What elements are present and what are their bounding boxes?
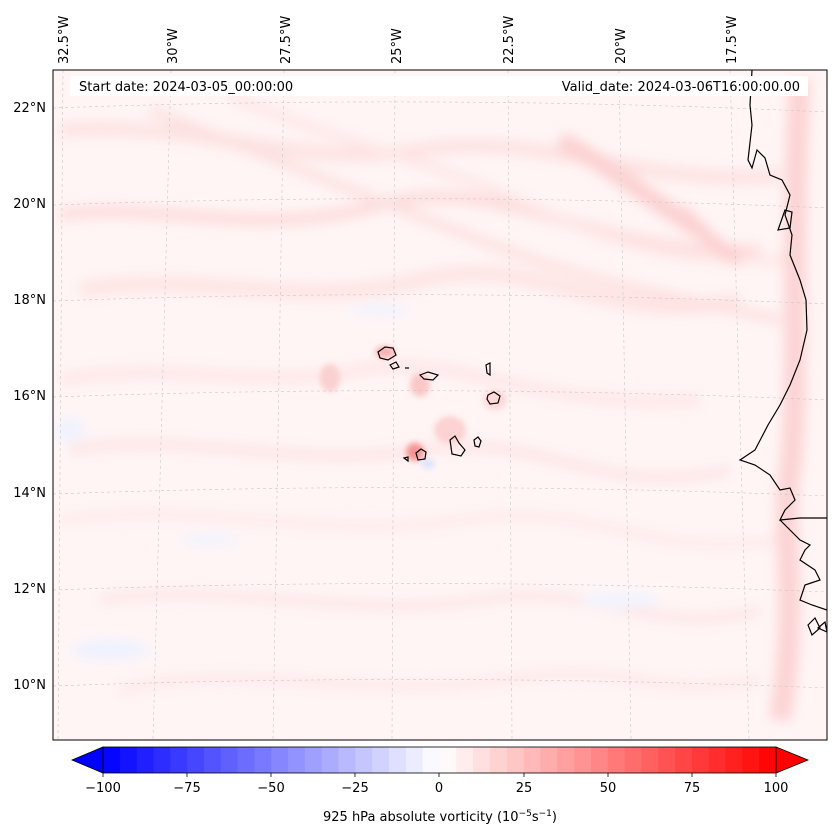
cb-tick-label: −50 bbox=[257, 781, 284, 796]
colorbar-cell bbox=[506, 747, 525, 773]
colorbar-cell bbox=[691, 747, 710, 773]
lat-label: 14°N bbox=[13, 486, 46, 501]
lat-label: 16°N bbox=[13, 389, 46, 404]
lon-label: 20°W bbox=[614, 28, 629, 64]
colorbar-cell bbox=[540, 747, 558, 773]
coastlines bbox=[738, 70, 827, 637]
map-frame bbox=[52, 69, 828, 741]
island-vorticity bbox=[320, 346, 507, 469]
valid-date: Valid_date: 2024-03-06T16:00:00.00 bbox=[562, 80, 800, 95]
cb-tick-label: 50 bbox=[600, 781, 617, 796]
cb-label-main: 925 hPa absolute vorticity (10 bbox=[323, 810, 519, 825]
colorbar-cell bbox=[389, 747, 407, 773]
cb-tick-label: 25 bbox=[516, 781, 533, 796]
colorbar-min-extend bbox=[70, 746, 104, 774]
colorbar-cell bbox=[574, 747, 592, 773]
latitude-labels: 22°N 20°N 18°N 16°N 14°N 12°N 10°N bbox=[13, 101, 46, 693]
lon-label: 25°W bbox=[390, 28, 405, 64]
colorbar-cell bbox=[590, 747, 609, 773]
lat-label: 22°N bbox=[13, 101, 46, 116]
longitude-labels: 32.5°W 30°W 27.5°W 25°W 22.5°W 20°W 17.5… bbox=[57, 16, 740, 64]
colorbar-cell bbox=[675, 747, 693, 773]
colorbar-cell bbox=[725, 747, 743, 773]
cb-tick-label: 0 bbox=[435, 781, 443, 796]
lat-label: 20°N bbox=[13, 197, 46, 212]
date-box bbox=[70, 76, 808, 96]
colorbar-cell bbox=[170, 747, 188, 773]
cb-tick-label: −75 bbox=[173, 781, 200, 796]
colorbar-cell bbox=[489, 747, 508, 773]
colorbar-cell bbox=[119, 747, 138, 773]
colorbar-cell bbox=[624, 747, 642, 773]
colorbar-cell bbox=[304, 747, 323, 773]
colorbar-ticks bbox=[102, 773, 777, 777]
colorbar-cell bbox=[103, 747, 121, 773]
colorbar-cell bbox=[456, 747, 474, 773]
colorbar-cell bbox=[355, 747, 373, 773]
cb-label-mid: s bbox=[532, 810, 539, 825]
colorbar-cell bbox=[372, 747, 390, 773]
lat-label: 10°N bbox=[13, 678, 46, 693]
colorbar-cell bbox=[759, 747, 777, 773]
start-date: Start date: 2024-03-05_00:00:00 bbox=[79, 80, 293, 95]
colorbar-cell bbox=[708, 747, 727, 773]
colorbar: −100 −75 −50 −25 0 25 50 75 100 925 hPa … bbox=[70, 746, 810, 825]
lat-label: 18°N bbox=[13, 293, 46, 308]
colorbar-label: 925 hPa absolute vorticity (10−5s−1) bbox=[323, 809, 557, 825]
colorbar-cell bbox=[321, 747, 340, 773]
cb-label-exp1: −5 bbox=[519, 809, 532, 819]
colorbar-cell bbox=[405, 747, 424, 773]
lon-label: 17.5°W bbox=[725, 16, 740, 64]
colorbar-cell bbox=[523, 747, 542, 773]
african-coastline bbox=[738, 70, 827, 521]
colorbar-cells bbox=[103, 747, 777, 773]
colorbar-frame bbox=[102, 746, 777, 774]
cb-tick-label: −25 bbox=[341, 781, 368, 796]
colorbar-cell bbox=[203, 747, 222, 773]
lon-label: 22.5°W bbox=[502, 16, 517, 64]
colorbar-cell bbox=[658, 747, 676, 773]
colorbar-cell bbox=[153, 747, 171, 773]
colorbar-cell bbox=[641, 747, 659, 773]
cb-label-exp2: −1 bbox=[539, 809, 552, 819]
colorbar-cell bbox=[473, 747, 491, 773]
cape-verde-islands bbox=[377, 346, 501, 463]
colorbar-cell bbox=[422, 747, 441, 773]
lon-label: 32.5°W bbox=[57, 16, 72, 64]
colorbar-cell bbox=[187, 747, 205, 773]
lat-label: 12°N bbox=[13, 582, 46, 597]
colorbar-cell bbox=[557, 747, 575, 773]
colorbar-cell bbox=[136, 747, 155, 773]
colorbar-cell bbox=[254, 747, 272, 773]
colorbar-cell bbox=[237, 747, 256, 773]
colorbar-cell bbox=[338, 747, 356, 773]
colorbar-cell bbox=[288, 747, 306, 773]
colorbar-cell bbox=[271, 747, 289, 773]
cb-tick-label: −100 bbox=[85, 781, 121, 796]
lon-label: 30°W bbox=[166, 28, 181, 64]
colorbar-cell bbox=[742, 747, 760, 773]
colorbar-tick-labels: −100 −75 −50 −25 0 25 50 75 100 bbox=[85, 781, 788, 796]
cb-tick-label: 75 bbox=[684, 781, 701, 796]
lon-label: 27.5°W bbox=[279, 16, 294, 64]
colorbar-max-extend bbox=[775, 746, 810, 774]
colorbar-cell bbox=[607, 747, 626, 773]
cb-tick-label: 100 bbox=[764, 781, 789, 796]
map-area bbox=[53, 70, 827, 740]
gridlines bbox=[53, 70, 827, 740]
cb-label-end: ) bbox=[552, 810, 557, 825]
colorbar-cell bbox=[439, 747, 457, 773]
colorbar-cell bbox=[220, 747, 239, 773]
